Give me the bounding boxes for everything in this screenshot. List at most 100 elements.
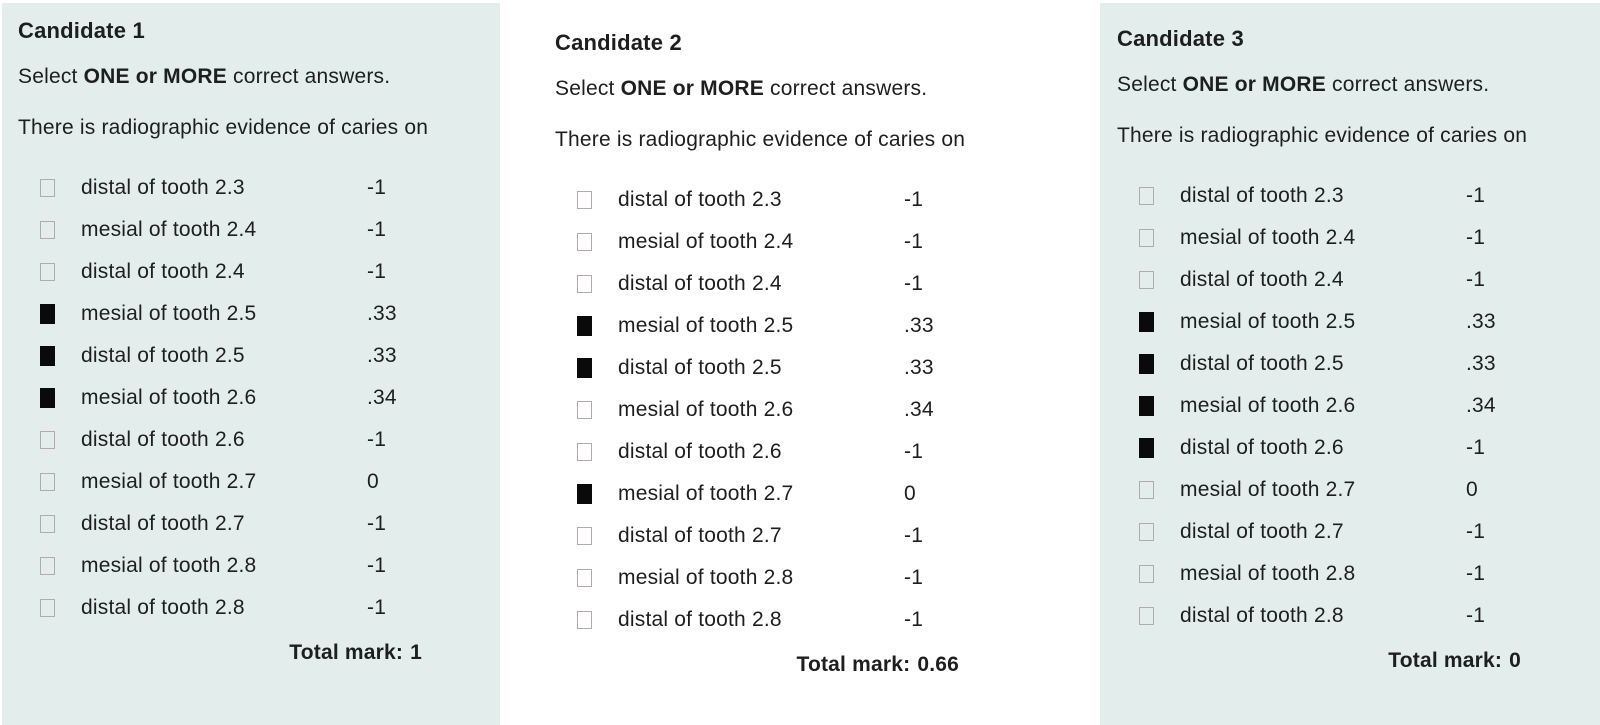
option-row: distal of tooth 2.3 -1	[1117, 175, 1600, 217]
checkbox-icon[interactable]	[1139, 565, 1154, 583]
checkbox-icon[interactable]	[40, 431, 55, 449]
option-row: mesial of tooth 2.4 -1	[18, 209, 484, 251]
candidate-title: Candidate 2	[555, 30, 682, 55]
option-mark: -1	[904, 524, 924, 547]
candidate-panel-3: Candidate 3 Select ONE or MORE correct a…	[1100, 3, 1600, 725]
checkbox-icon[interactable]	[1139, 607, 1154, 625]
instruction-prefix: Select	[18, 65, 84, 88]
checkbox-icon[interactable]	[40, 221, 55, 239]
option-label: distal of tooth 2.8	[1180, 604, 1344, 627]
option-row: mesial of tooth 2.6 .34	[555, 389, 1100, 431]
option-row: mesial of tooth 2.6 .34	[18, 377, 484, 419]
option-label: distal of tooth 2.8	[618, 608, 782, 631]
checkbox-icon[interactable]	[40, 557, 55, 575]
option-row: mesial of tooth 2.7 0	[555, 473, 1100, 515]
checkbox-icon[interactable]	[577, 611, 592, 629]
checkbox-icon[interactable]	[40, 346, 55, 366]
option-mark: .34	[904, 398, 934, 421]
option-row: distal of tooth 2.4 -1	[18, 251, 484, 293]
option-mark: -1	[1466, 268, 1486, 291]
question-text: There is radiographic evidence of caries…	[1117, 124, 1528, 147]
checkbox-icon[interactable]	[40, 304, 55, 324]
checkbox-icon[interactable]	[1139, 396, 1154, 416]
option-label: distal of tooth 2.6	[81, 428, 245, 451]
option-row: mesial of tooth 2.4 -1	[1117, 217, 1600, 259]
option-row: distal of tooth 2.8 -1	[1117, 595, 1600, 637]
checkbox-icon[interactable]	[577, 191, 592, 209]
checkbox-icon[interactable]	[40, 599, 55, 617]
option-mark: .33	[367, 302, 397, 325]
option-row: distal of tooth 2.5 .33	[555, 347, 1100, 389]
option-mark: -1	[367, 218, 387, 241]
option-row: mesial of tooth 2.4 -1	[555, 221, 1100, 263]
option-label: distal of tooth 2.7	[618, 524, 782, 547]
option-row: distal of tooth 2.3 -1	[18, 167, 484, 209]
option-mark: -1	[367, 176, 387, 199]
checkbox-icon[interactable]	[1139, 354, 1154, 374]
candidate-title: Candidate 1	[18, 18, 145, 43]
checkbox-icon[interactable]	[1139, 271, 1154, 289]
checkbox-icon[interactable]	[577, 275, 592, 293]
checkbox-icon[interactable]	[577, 443, 592, 461]
checkbox-icon[interactable]	[40, 388, 55, 408]
option-row: mesial of tooth 2.8 -1	[1117, 553, 1600, 595]
checkbox-icon[interactable]	[40, 473, 55, 491]
option-label: distal of tooth 2.6	[618, 440, 782, 463]
option-label: distal of tooth 2.3	[1180, 184, 1344, 207]
checkbox-icon[interactable]	[1139, 312, 1154, 332]
checkbox-icon[interactable]	[1139, 229, 1154, 247]
checkbox-icon[interactable]	[577, 316, 592, 336]
option-row: mesial of tooth 2.5 .33	[1117, 301, 1600, 343]
checkbox-icon[interactable]	[1139, 187, 1154, 205]
checkbox-icon[interactable]	[40, 263, 55, 281]
question-text: There is radiographic evidence of caries…	[18, 116, 429, 139]
total-mark: Total mark: 0	[1117, 649, 1521, 673]
options-list: distal of tooth 2.3 -1 mesial of tooth 2.…	[555, 179, 1100, 641]
option-row: distal of tooth 2.5 .33	[18, 335, 484, 377]
option-mark: 0	[1466, 478, 1478, 501]
total-mark-label: Total mark:	[289, 641, 404, 664]
checkbox-icon[interactable]	[40, 179, 55, 197]
instruction-emphasis: ONE or MORE	[620, 77, 764, 100]
option-label: mesial of tooth 2.4	[81, 218, 257, 241]
option-mark: -1	[1466, 436, 1486, 459]
instruction-emphasis: ONE or MORE	[83, 65, 227, 88]
candidate-panel-2: Candidate 2 Select ONE or MORE correct a…	[500, 3, 1100, 725]
option-mark: -1	[367, 512, 387, 535]
option-label: distal of tooth 2.7	[81, 512, 245, 535]
total-mark-value: 0.66	[917, 653, 959, 676]
checkbox-icon[interactable]	[40, 515, 55, 533]
option-label: distal of tooth 2.3	[618, 188, 782, 211]
candidate-title: Candidate 3	[1117, 26, 1244, 51]
checkbox-icon[interactable]	[577, 358, 592, 378]
instruction-prefix: Select	[1117, 73, 1183, 96]
options-list: distal of tooth 2.3 -1 mesial of tooth 2.…	[1117, 175, 1600, 637]
option-row: distal of tooth 2.6 -1	[555, 431, 1100, 473]
option-label: distal of tooth 2.4	[618, 272, 782, 295]
option-mark: .33	[904, 314, 934, 337]
question-text: There is radiographic evidence of caries…	[555, 128, 966, 151]
checkbox-icon[interactable]	[1139, 438, 1154, 458]
checkbox-icon[interactable]	[577, 233, 592, 251]
option-mark: -1	[367, 260, 387, 283]
option-mark: -1	[904, 272, 924, 295]
option-row: distal of tooth 2.5 .33	[1117, 343, 1600, 385]
option-label: distal of tooth 2.8	[81, 596, 245, 619]
option-mark: -1	[904, 608, 924, 631]
option-label: mesial of tooth 2.6	[1180, 394, 1356, 417]
checkbox-icon[interactable]	[577, 401, 592, 419]
option-mark: -1	[367, 428, 387, 451]
option-row: distal of tooth 2.6 -1	[1117, 427, 1600, 469]
option-mark: -1	[1466, 562, 1486, 585]
option-label: distal of tooth 2.5	[618, 356, 782, 379]
checkbox-icon[interactable]	[1139, 523, 1154, 541]
checkbox-icon[interactable]	[577, 569, 592, 587]
checkbox-icon[interactable]	[1139, 481, 1154, 499]
checkbox-icon[interactable]	[577, 527, 592, 545]
option-label: mesial of tooth 2.8	[1180, 562, 1356, 585]
checkbox-icon[interactable]	[577, 484, 592, 504]
option-mark: .33	[1466, 352, 1496, 375]
option-mark: -1	[367, 554, 387, 577]
option-mark: -1	[904, 440, 924, 463]
